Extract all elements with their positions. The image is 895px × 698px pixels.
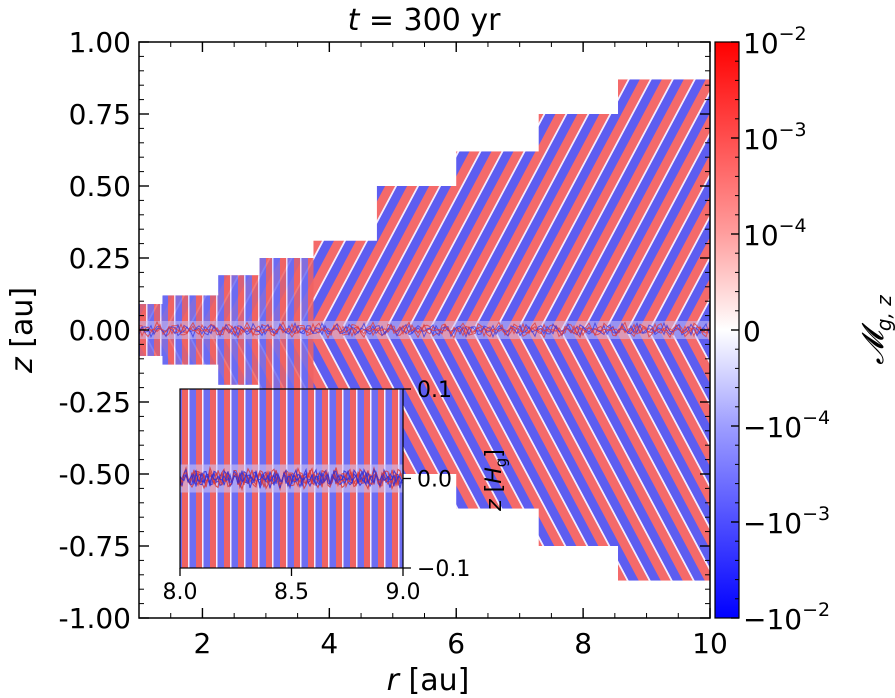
- inset-y-tick-label: 0.1: [417, 378, 452, 403]
- colorbar-label: 𝓜g, z: [856, 295, 895, 365]
- x-tick-label: 10: [692, 627, 728, 660]
- y-tick-label: 1.00: [69, 26, 131, 59]
- colorbar-tick-label: 0: [743, 315, 761, 348]
- y-tick-label: -1.00: [59, 602, 131, 635]
- domain-block-upper: [618, 79, 710, 330]
- x-axis-ticks: 2 4 6 8 10: [138, 42, 728, 660]
- inset-midplane-band: [180, 464, 403, 493]
- x-tick-label: 2: [194, 627, 212, 660]
- y-tick-label: -0.50: [59, 458, 131, 491]
- midplane-wave-line: [139, 324, 710, 336]
- inset-y-tick-label: −0.1: [417, 557, 470, 582]
- x-tick-label: 8: [574, 627, 592, 660]
- domain-block-upper: [538, 114, 619, 330]
- y-tick-label: 0.00: [69, 314, 131, 347]
- inset-y-tick-label: 0.0: [417, 468, 452, 493]
- colorbar-ticks: 10−2 10−3 10−4 0 −10−4 −10−3 −10−2: [731, 23, 830, 636]
- y-axis-label: z [au]: [5, 287, 40, 374]
- colorbar-tick-label: −10−2: [743, 599, 830, 636]
- y-tick-label: -0.75: [59, 530, 131, 563]
- domain-block-upper: [376, 186, 457, 330]
- y-tick-label: 0.75: [69, 98, 131, 131]
- midplane-turbulence-band: [139, 320, 710, 340]
- domain-block-upper: [456, 151, 540, 330]
- y-axis-ticks: 1.00 0.75 0.50 0.25 0.00 -0.25 -0.50 -0.75 -1.00: [59, 26, 710, 635]
- midplane-wave-line: [139, 321, 710, 339]
- chart-title: t = 300 yr: [348, 3, 502, 38]
- y-tick-label: 0.25: [69, 242, 131, 275]
- x-tick-label: 4: [320, 627, 338, 660]
- y-tick-label: -0.25: [59, 386, 131, 419]
- x-axis-label: r [au]: [387, 663, 470, 698]
- domain-block-lower: [618, 330, 710, 581]
- inset-x-tick-label: 8.5: [274, 580, 309, 605]
- colorbar-tick-label: −10−4: [743, 407, 830, 444]
- colorbar-tick-label: 10−2: [743, 23, 807, 60]
- colorbar-tick-label: 10−4: [743, 215, 807, 252]
- inset-wave-line: [180, 471, 403, 486]
- inset-x-tick-label: 8.0: [163, 580, 198, 605]
- colorbar-tick-label: 10−3: [743, 119, 807, 156]
- domain-block-upper: [313, 240, 378, 330]
- x-tick-label: 6: [447, 627, 465, 660]
- domain-block-lower: [456, 330, 540, 509]
- y-tick-label: 0.50: [69, 170, 131, 203]
- domain-block-lower: [538, 330, 619, 546]
- inset-y-axis-label: z [Hg]: [482, 449, 510, 512]
- colorbar-tick-label: −10−3: [743, 503, 830, 540]
- inset-x-tick-label: 9.0: [386, 580, 421, 605]
- inset-ticks: 8.0 8.5 9.0 0.1 0.0 −0.1: [163, 378, 471, 605]
